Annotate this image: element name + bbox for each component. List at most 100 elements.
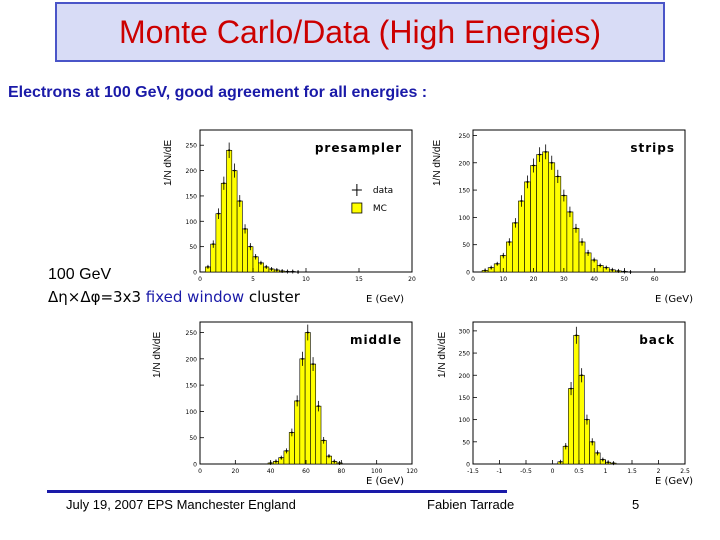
data-point <box>291 269 295 274</box>
data-point <box>564 443 568 450</box>
mc-bar <box>554 176 562 273</box>
ytick-label: 50 <box>462 439 470 446</box>
chart-svg-middle: 0 50 100 150 200 250 0 20 40 60 80 100 120 middle <box>186 321 418 475</box>
xlabel-strips: E (GeV) <box>655 294 694 305</box>
ylabel-middle: 1/N dN/dE <box>152 331 163 378</box>
mc-bar <box>524 181 531 273</box>
ytick-label: 100 <box>186 409 198 416</box>
chart-back: 0 50 100 150 200 250 300 -1.5 -1 -0.5 0 0.5 1 1.5 2 2.5… <box>447 316 693 486</box>
chart-svg-strips: 0 50 100 150 200 250 0 10 20 30 40 50 60 strips <box>459 129 686 283</box>
data-point <box>598 263 602 268</box>
slide-title: Monte Carlo/Data (High Energies) <box>119 13 601 50</box>
ytick-label: 300 <box>459 328 471 335</box>
mc-bar <box>226 149 233 273</box>
data-point <box>290 428 294 437</box>
xtick-label: 2 <box>657 468 661 475</box>
energy-value: 100 GeV <box>48 266 112 283</box>
data-point <box>300 351 304 366</box>
cluster-label: Δη×Δφ=3x3 fixed window cluster <box>48 288 300 306</box>
mc-bar <box>560 195 568 273</box>
mc-bar <box>242 228 249 273</box>
data-point <box>306 324 310 341</box>
mc-bar <box>320 440 327 465</box>
chart-svg-back: 0 50 100 150 200 250 300 -1.5 -1 -0.5 0 0.5 1 1.5 2 2.5… <box>459 321 690 475</box>
ytick-label: 200 <box>459 160 471 167</box>
data-point <box>285 269 289 274</box>
xtick-label: 1 <box>604 468 608 475</box>
xtick-label: 0.5 <box>574 468 584 475</box>
xtick-label: 10 <box>499 276 507 283</box>
xtick-label: 120 <box>406 468 418 475</box>
chart-middle: 0 50 100 150 200 250 0 20 40 60 80 100 120 middle <box>174 316 420 486</box>
data-point <box>580 368 584 383</box>
mc-bar <box>530 165 537 273</box>
xtick-label: 100 <box>371 468 383 475</box>
mc-bar <box>536 154 543 273</box>
mc-bar <box>518 200 525 273</box>
mc-bar <box>512 222 519 273</box>
mc-bar <box>310 363 317 465</box>
data-point <box>327 454 331 459</box>
ytick-label: 250 <box>186 143 198 150</box>
ytick-label: 150 <box>186 383 198 390</box>
xtick-label: 5 <box>251 276 255 283</box>
ytick-label: 200 <box>186 168 198 175</box>
mc-bar <box>584 419 590 465</box>
mc-bar <box>304 332 311 465</box>
data-point <box>332 459 336 464</box>
data-point <box>311 357 315 371</box>
data-point <box>248 243 252 251</box>
data-point <box>586 249 590 256</box>
xtick-label: 10 <box>302 276 310 283</box>
data-point <box>495 261 499 266</box>
footer-divider <box>47 490 507 493</box>
chart-presampler: 0 50 100 150 200 250 0 5 10 15 20 presampler data MC <box>174 124 420 294</box>
ytick-label: 50 <box>189 244 197 251</box>
mc-bar <box>315 405 322 465</box>
data-point <box>513 218 517 228</box>
data-point <box>254 254 258 260</box>
panel-name: back <box>639 333 675 347</box>
ytick-label: 100 <box>459 215 471 222</box>
data-point <box>238 195 242 207</box>
cluster-suffix: cluster <box>244 288 300 306</box>
data-point <box>558 459 562 464</box>
data-point <box>604 265 608 270</box>
ytick-label: 0 <box>193 270 197 277</box>
data-point <box>592 257 596 263</box>
data-point <box>538 147 542 162</box>
data-point <box>489 265 493 270</box>
cluster-fixed: fixed window <box>145 288 245 306</box>
data-point <box>526 175 530 189</box>
data-point <box>580 238 584 246</box>
ytick-label: 150 <box>186 193 198 200</box>
data-point <box>217 208 221 220</box>
data-point <box>569 382 573 396</box>
data-point <box>227 142 231 159</box>
data-point <box>550 155 554 170</box>
data-point <box>574 326 578 344</box>
xtick-label: 20 <box>408 276 416 283</box>
data-point <box>295 395 299 407</box>
data-point <box>280 268 284 273</box>
xlabel-back: E (GeV) <box>655 476 694 487</box>
ylabel-presampler: 1/N dN/dE <box>163 139 174 186</box>
mc-bar <box>506 241 513 273</box>
data-point <box>585 414 589 425</box>
ytick-label: 250 <box>186 330 198 337</box>
data-point <box>601 457 605 462</box>
mc-bar <box>572 228 580 273</box>
ytick-label: 0 <box>466 270 470 277</box>
data-point <box>259 260 263 265</box>
xlabel-middle: E (GeV) <box>366 476 405 487</box>
ytick-label: 0 <box>193 462 197 469</box>
data-point <box>544 144 548 160</box>
mc-bar <box>247 246 254 273</box>
panel-name: presampler <box>315 141 402 155</box>
data-point <box>556 169 560 184</box>
data-point <box>285 448 289 454</box>
title-box: Monte Carlo/Data (High Energies) <box>55 2 665 62</box>
xtick-label: 40 <box>590 276 598 283</box>
data-point <box>532 158 536 173</box>
xtick-label: 50 <box>621 276 629 283</box>
